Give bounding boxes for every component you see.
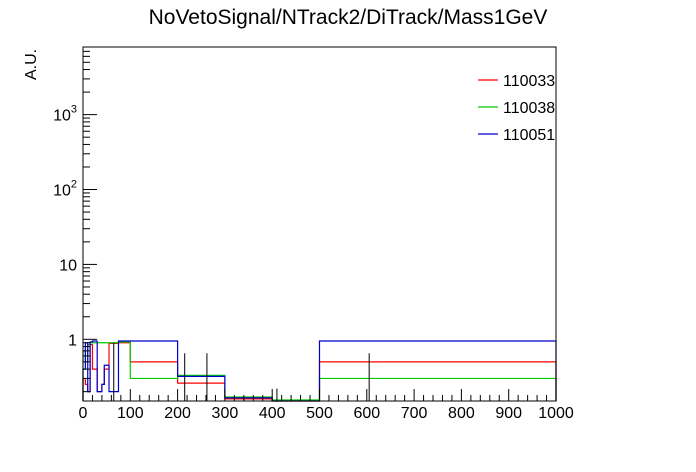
x-tick-label: 800 bbox=[448, 405, 475, 422]
x-tick-label: 900 bbox=[495, 405, 522, 422]
y-axis-label: A.U. bbox=[23, 49, 40, 80]
y-tick-label: 10 bbox=[59, 257, 77, 274]
x-axis: 0 100 200 300 400 500 600 700 800 900 1000 bbox=[79, 389, 574, 422]
legend: 110033 110038 110051 bbox=[478, 73, 555, 144]
y-tick-label: 103 bbox=[53, 104, 77, 125]
x-tick-label: 100 bbox=[117, 405, 144, 422]
chart-title: NoVetoSignal/NTrack2/DiTrack/Mass1GeV bbox=[149, 6, 548, 29]
legend-label-110051: 110051 bbox=[503, 127, 555, 144]
error-bars bbox=[113, 342, 370, 401]
y-tick-label: 102 bbox=[53, 179, 77, 200]
y-axis: 1 10 102 103 bbox=[53, 46, 97, 393]
legend-label-110038: 110038 bbox=[503, 100, 555, 117]
x-tick-label: 200 bbox=[164, 405, 191, 422]
x-tick-label: 400 bbox=[259, 405, 286, 422]
x-tick-label: 300 bbox=[212, 405, 239, 422]
y-tick-label: 1 bbox=[68, 332, 77, 349]
x-tick-label: 700 bbox=[401, 405, 428, 422]
legend-label-110033: 110033 bbox=[503, 73, 555, 90]
x-tick-label: 600 bbox=[353, 405, 380, 422]
x-tick-label: 1000 bbox=[538, 405, 574, 422]
x-tick-label: 0 bbox=[79, 405, 88, 422]
x-tick-label: 500 bbox=[306, 405, 333, 422]
